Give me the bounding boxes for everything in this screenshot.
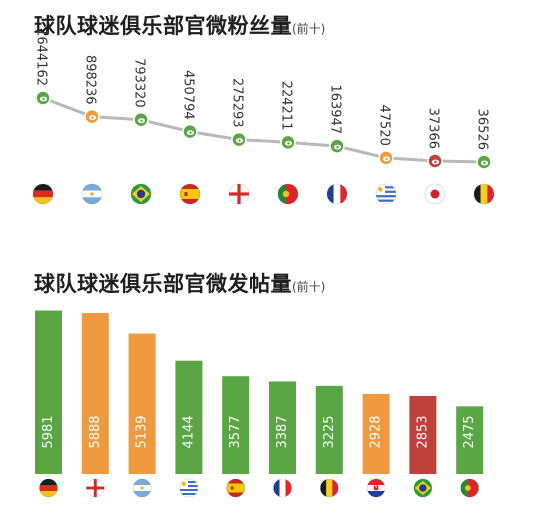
posts-value-label: 5139 — [135, 415, 150, 448]
fans-point — [84, 108, 100, 125]
posts-bar — [269, 381, 296, 474]
fans-value-label: 450794 — [181, 70, 196, 120]
fans-point — [280, 134, 296, 151]
posts-value-label: 5981 — [41, 415, 56, 448]
fans-value-label: 36526 — [475, 109, 490, 150]
posts-value-label: 4144 — [181, 415, 196, 448]
posts-bar — [222, 376, 250, 474]
posts-value-label: 3225 — [322, 415, 337, 448]
posts-value-label: 2853 — [415, 415, 430, 448]
flag-uruguay-icon — [179, 478, 199, 498]
fans-point — [231, 131, 247, 148]
flag-belgium-icon — [473, 183, 495, 205]
flag-japan-icon — [424, 183, 446, 205]
fans-value-label: 37366 — [426, 108, 441, 149]
flag-belgium-icon — [319, 478, 339, 498]
fans-value-label: 47520 — [377, 105, 392, 146]
fans-value-label: 275293 — [230, 78, 245, 128]
posts-bar — [81, 313, 109, 474]
posts-bar — [128, 333, 156, 474]
fans-value-label: 793320 — [132, 58, 147, 108]
fans-point — [182, 123, 198, 140]
flag-portugal-icon — [460, 478, 480, 498]
fans-point — [35, 90, 51, 106]
flag-portugal-icon — [277, 183, 299, 205]
chart1-title: 球队球迷俱乐部官微粉丝量(前十) — [34, 14, 326, 38]
flag-uruguay-icon — [375, 183, 397, 205]
fans-value-label: 163947 — [328, 84, 343, 134]
posts-bar — [315, 385, 343, 474]
flag-argentina-icon — [81, 183, 103, 205]
flag-argentina-icon — [132, 478, 152, 498]
fans-value-label: 898236 — [83, 55, 98, 105]
flag-brazil-icon — [130, 183, 152, 205]
posts-value-label: 3387 — [275, 415, 290, 448]
fans-value-label: 1644162 — [34, 28, 49, 86]
posts-bar — [175, 360, 203, 474]
fans-point — [476, 154, 492, 170]
fans-point — [133, 111, 149, 128]
posts-value-label: 5888 — [88, 415, 103, 448]
flag-england-icon — [228, 183, 250, 205]
fans-line-chart: 1644162 898236 793320 450794 275293 224211 163… — [32, 28, 495, 205]
fans-series-line — [42, 96, 485, 164]
posts-value-label: 2928 — [369, 415, 384, 448]
chart1-subtitle: (前十) — [292, 22, 326, 36]
fans-point — [427, 153, 443, 169]
flag-england-icon — [85, 478, 105, 498]
flag-germany-icon — [39, 478, 58, 498]
posts-value-label: 3577 — [228, 415, 243, 448]
chart2-title: 球队球迷俱乐部官微发帖量(前十) — [34, 272, 326, 296]
flag-croatia-icon — [366, 478, 386, 498]
flag-france-icon — [273, 478, 292, 498]
posts-bar — [456, 406, 484, 474]
flag-spain-icon — [226, 478, 246, 498]
fans-point — [378, 150, 394, 166]
flag-brazil-icon — [413, 478, 433, 498]
chart2-subtitle: (前十) — [292, 280, 326, 294]
fans-point — [329, 138, 345, 154]
posts-bar — [362, 393, 390, 474]
flag-spain-icon — [179, 183, 201, 205]
flag-france-icon — [326, 183, 348, 205]
posts-value-label: 2475 — [462, 415, 477, 448]
flag-germany-icon — [32, 183, 54, 205]
fans-value-label: 224211 — [279, 81, 294, 131]
posts-bar — [409, 396, 437, 474]
posts-bar — [35, 310, 62, 474]
